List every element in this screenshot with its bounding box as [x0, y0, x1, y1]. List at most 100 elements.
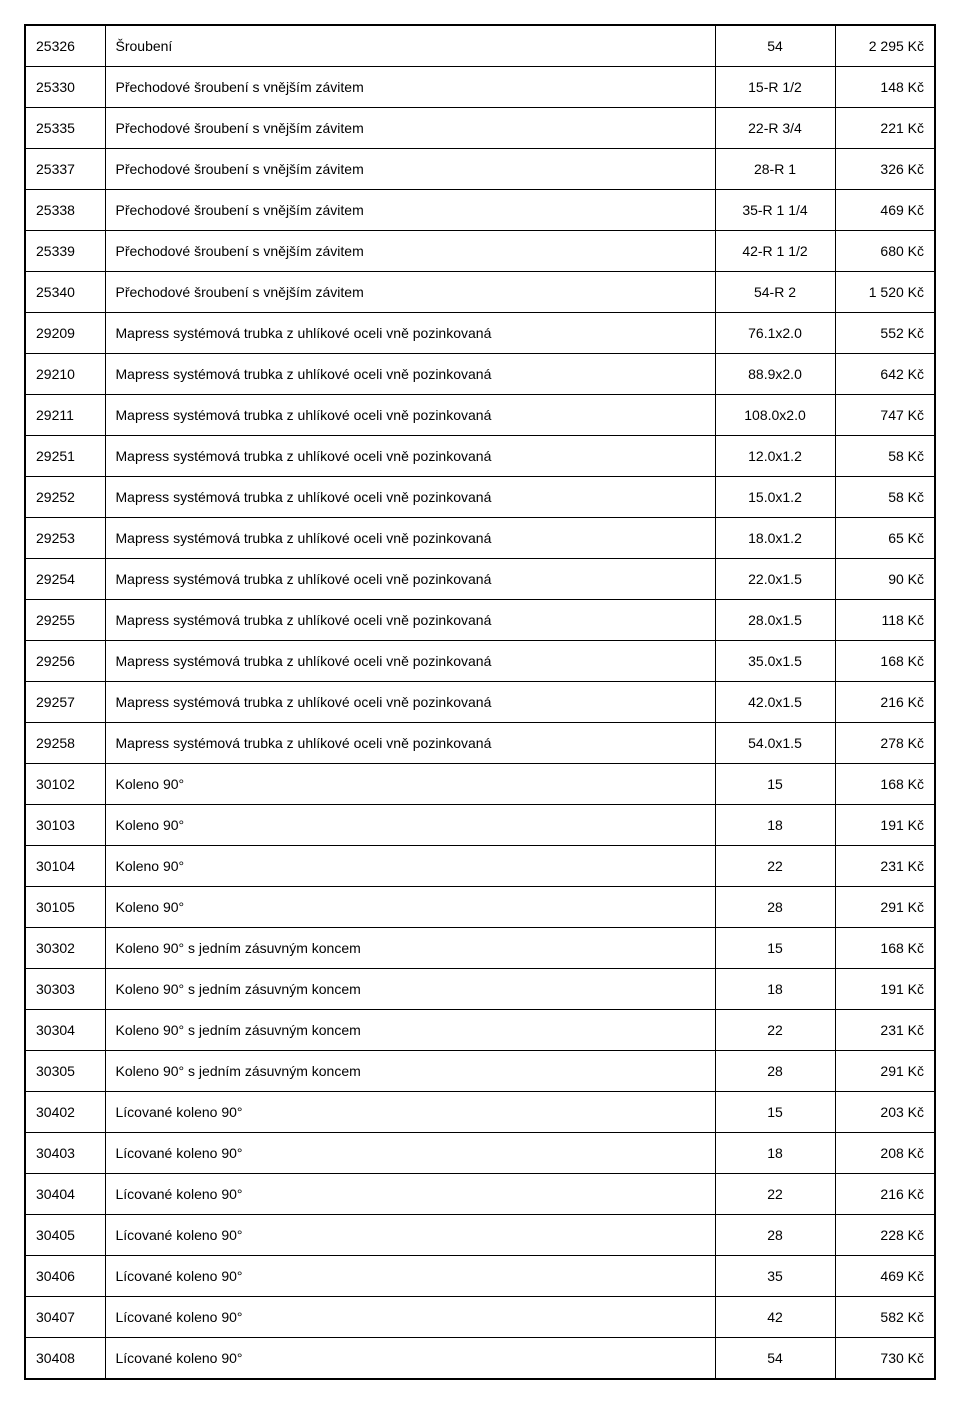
table-row: 30102Koleno 90°15168 Kč: [25, 764, 935, 805]
product-price: 191 Kč: [835, 805, 935, 846]
product-description: Koleno 90°: [105, 764, 715, 805]
product-spec: 54: [715, 1338, 835, 1380]
product-description: Mapress systémová trubka z uhlíkové ocel…: [105, 436, 715, 477]
product-description: Mapress systémová trubka z uhlíkové ocel…: [105, 682, 715, 723]
product-price: 58 Kč: [835, 436, 935, 477]
product-price: 203 Kč: [835, 1092, 935, 1133]
product-description: Mapress systémová trubka z uhlíkové ocel…: [105, 723, 715, 764]
product-spec: 35: [715, 1256, 835, 1297]
product-description: Lícované koleno 90°: [105, 1133, 715, 1174]
product-spec: 18: [715, 805, 835, 846]
product-code: 29257: [25, 682, 105, 723]
table-row: 30305Koleno 90° s jedním zásuvným koncem…: [25, 1051, 935, 1092]
product-price: 118 Kč: [835, 600, 935, 641]
product-price: 168 Kč: [835, 764, 935, 805]
product-spec: 76.1x2.0: [715, 313, 835, 354]
product-price: 747 Kč: [835, 395, 935, 436]
product-spec: 22: [715, 1010, 835, 1051]
product-description: Lícované koleno 90°: [105, 1215, 715, 1256]
table-row: 30105Koleno 90°28291 Kč: [25, 887, 935, 928]
product-spec: 28: [715, 887, 835, 928]
product-spec: 18.0x1.2: [715, 518, 835, 559]
product-price: 552 Kč: [835, 313, 935, 354]
product-code: 25340: [25, 272, 105, 313]
table-row: 25339Přechodové šroubení s vnějším závit…: [25, 231, 935, 272]
product-price: 221 Kč: [835, 108, 935, 149]
product-code: 30404: [25, 1174, 105, 1215]
product-spec: 22: [715, 1174, 835, 1215]
product-price: 168 Kč: [835, 928, 935, 969]
product-code: 25338: [25, 190, 105, 231]
product-spec: 28.0x1.5: [715, 600, 835, 641]
product-price: 2 295 Kč: [835, 25, 935, 67]
product-code: 30103: [25, 805, 105, 846]
product-description: Mapress systémová trubka z uhlíkové ocel…: [105, 313, 715, 354]
product-code: 25335: [25, 108, 105, 149]
table-row: 25335Přechodové šroubení s vnějším závit…: [25, 108, 935, 149]
product-code: 30408: [25, 1338, 105, 1380]
product-spec: 28: [715, 1051, 835, 1092]
table-row: 30405Lícované koleno 90°28228 Kč: [25, 1215, 935, 1256]
product-price: 582 Kč: [835, 1297, 935, 1338]
product-description: Mapress systémová trubka z uhlíkové ocel…: [105, 395, 715, 436]
product-price: 216 Kč: [835, 1174, 935, 1215]
table-row: 29254Mapress systémová trubka z uhlíkové…: [25, 559, 935, 600]
product-code: 25339: [25, 231, 105, 272]
product-price: 469 Kč: [835, 190, 935, 231]
table-row: 30402Lícované koleno 90°15203 Kč: [25, 1092, 935, 1133]
product-description: Lícované koleno 90°: [105, 1338, 715, 1380]
product-price: 231 Kč: [835, 1010, 935, 1051]
product-spec: 12.0x1.2: [715, 436, 835, 477]
product-price: 1 520 Kč: [835, 272, 935, 313]
product-description: Přechodové šroubení s vnějším závitem: [105, 272, 715, 313]
product-description: Šroubení: [105, 25, 715, 67]
product-price: 58 Kč: [835, 477, 935, 518]
product-code: 30405: [25, 1215, 105, 1256]
product-code: 30102: [25, 764, 105, 805]
product-code: 25326: [25, 25, 105, 67]
product-code: 29258: [25, 723, 105, 764]
product-price: 642 Kč: [835, 354, 935, 395]
product-price: 65 Kč: [835, 518, 935, 559]
table-row: 29256Mapress systémová trubka z uhlíkové…: [25, 641, 935, 682]
product-description: Mapress systémová trubka z uhlíkové ocel…: [105, 559, 715, 600]
product-price: 326 Kč: [835, 149, 935, 190]
product-code: 29210: [25, 354, 105, 395]
table-row: 25326Šroubení542 295 Kč: [25, 25, 935, 67]
table-row: 30407Lícované koleno 90°42582 Kč: [25, 1297, 935, 1338]
table-row: 29211Mapress systémová trubka z uhlíkové…: [25, 395, 935, 436]
table-row: 29251Mapress systémová trubka z uhlíkové…: [25, 436, 935, 477]
product-code: 30304: [25, 1010, 105, 1051]
product-spec: 15-R 1/2: [715, 67, 835, 108]
product-description: Koleno 90°: [105, 846, 715, 887]
product-description: Koleno 90°: [105, 805, 715, 846]
product-spec: 18: [715, 1133, 835, 1174]
product-description: Lícované koleno 90°: [105, 1297, 715, 1338]
product-spec: 15: [715, 1092, 835, 1133]
table-row: 30403Lícované koleno 90°18208 Kč: [25, 1133, 935, 1174]
product-code: 29253: [25, 518, 105, 559]
product-code: 29209: [25, 313, 105, 354]
table-row: 30303Koleno 90° s jedním zásuvným koncem…: [25, 969, 935, 1010]
product-code: 29252: [25, 477, 105, 518]
product-price: 228 Kč: [835, 1215, 935, 1256]
table-body: 25326Šroubení542 295 Kč25330Přechodové š…: [25, 25, 935, 1379]
product-code: 29251: [25, 436, 105, 477]
table-row: 25330Přechodové šroubení s vnějším závit…: [25, 67, 935, 108]
product-spec: 35-R 1 1/4: [715, 190, 835, 231]
table-row: 25337Přechodové šroubení s vnějším závit…: [25, 149, 935, 190]
table-row: 29258Mapress systémová trubka z uhlíkové…: [25, 723, 935, 764]
table-row: 25338Přechodové šroubení s vnějším závit…: [25, 190, 935, 231]
product-code: 30406: [25, 1256, 105, 1297]
table-row: 29252Mapress systémová trubka z uhlíkové…: [25, 477, 935, 518]
product-description: Mapress systémová trubka z uhlíkové ocel…: [105, 477, 715, 518]
product-price: 231 Kč: [835, 846, 935, 887]
product-description: Koleno 90° s jedním zásuvným koncem: [105, 969, 715, 1010]
product-description: Koleno 90° s jedním zásuvným koncem: [105, 928, 715, 969]
table-row: 30404Lícované koleno 90°22216 Kč: [25, 1174, 935, 1215]
product-description: Koleno 90° s jedním zásuvným koncem: [105, 1051, 715, 1092]
table-row: 30302Koleno 90° s jedním zásuvným koncem…: [25, 928, 935, 969]
product-price: 469 Kč: [835, 1256, 935, 1297]
product-price: 291 Kč: [835, 887, 935, 928]
product-spec: 54.0x1.5: [715, 723, 835, 764]
